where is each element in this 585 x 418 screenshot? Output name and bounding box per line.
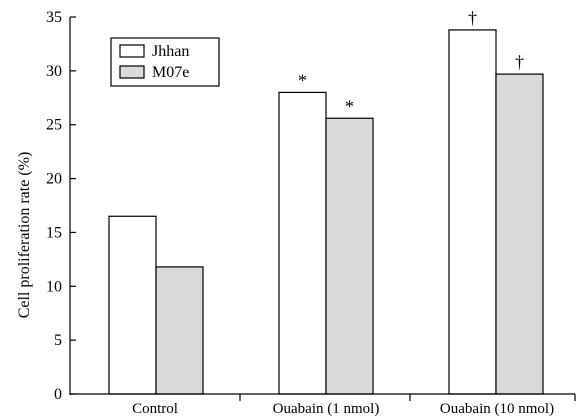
bar-m07e-control <box>155 266 204 395</box>
y-tick-label-25: 25 <box>46 117 62 134</box>
bar-jhhan-ouabain-10-nmol <box>448 29 497 395</box>
x-tick-label-control: Control <box>132 401 178 417</box>
significance-mark-jhhan-ouabain-1-nmol: * <box>298 70 307 90</box>
legend: Jhhan M07e <box>110 37 220 87</box>
significance-mark-m07e-ouabain-10-nmol: † <box>515 52 524 72</box>
legend-swatch-m07e <box>119 65 145 79</box>
axes-layer: 0 5 10 15 20 25 30 35 Control Ouabain (1 nmol) Oua… <box>46 9 576 417</box>
significance-mark-jhhan-ouabain-10-nmol: † <box>468 8 477 28</box>
bars-layer <box>108 29 544 395</box>
y-tick-label-0: 0 <box>54 386 62 403</box>
bar-jhhan-control <box>108 215 157 395</box>
y-tick-label-20: 20 <box>46 171 62 188</box>
bar-m07e-ouabain-1-nmol <box>325 117 374 395</box>
annotations-layer: * * † † <box>298 8 524 116</box>
y-tick-label-30: 30 <box>46 63 62 80</box>
legend-label-jhhan: Jhhan <box>152 43 189 60</box>
y-axis-label: Cell proliferation rate (%) <box>16 152 33 319</box>
x-tick-label-ouabain-1-nmol: Ouabain (1 nmol) <box>273 401 380 417</box>
y-tick-label-10: 10 <box>46 278 62 295</box>
y-tick-label-5: 5 <box>54 332 62 349</box>
bar-jhhan-ouabain-1-nmol <box>278 91 327 395</box>
y-tick-label-15: 15 <box>46 224 62 241</box>
x-tick-label-ouabain-10-nmol: Ouabain (10 nmol) <box>440 401 554 417</box>
legend-label-m07e: M07e <box>152 64 189 81</box>
legend-swatch-jhhan <box>119 44 145 58</box>
significance-mark-m07e-ouabain-1-nmol: * <box>345 96 354 116</box>
y-tick-label-35: 35 <box>46 9 62 26</box>
bar-m07e-ouabain-10-nmol <box>495 73 544 395</box>
